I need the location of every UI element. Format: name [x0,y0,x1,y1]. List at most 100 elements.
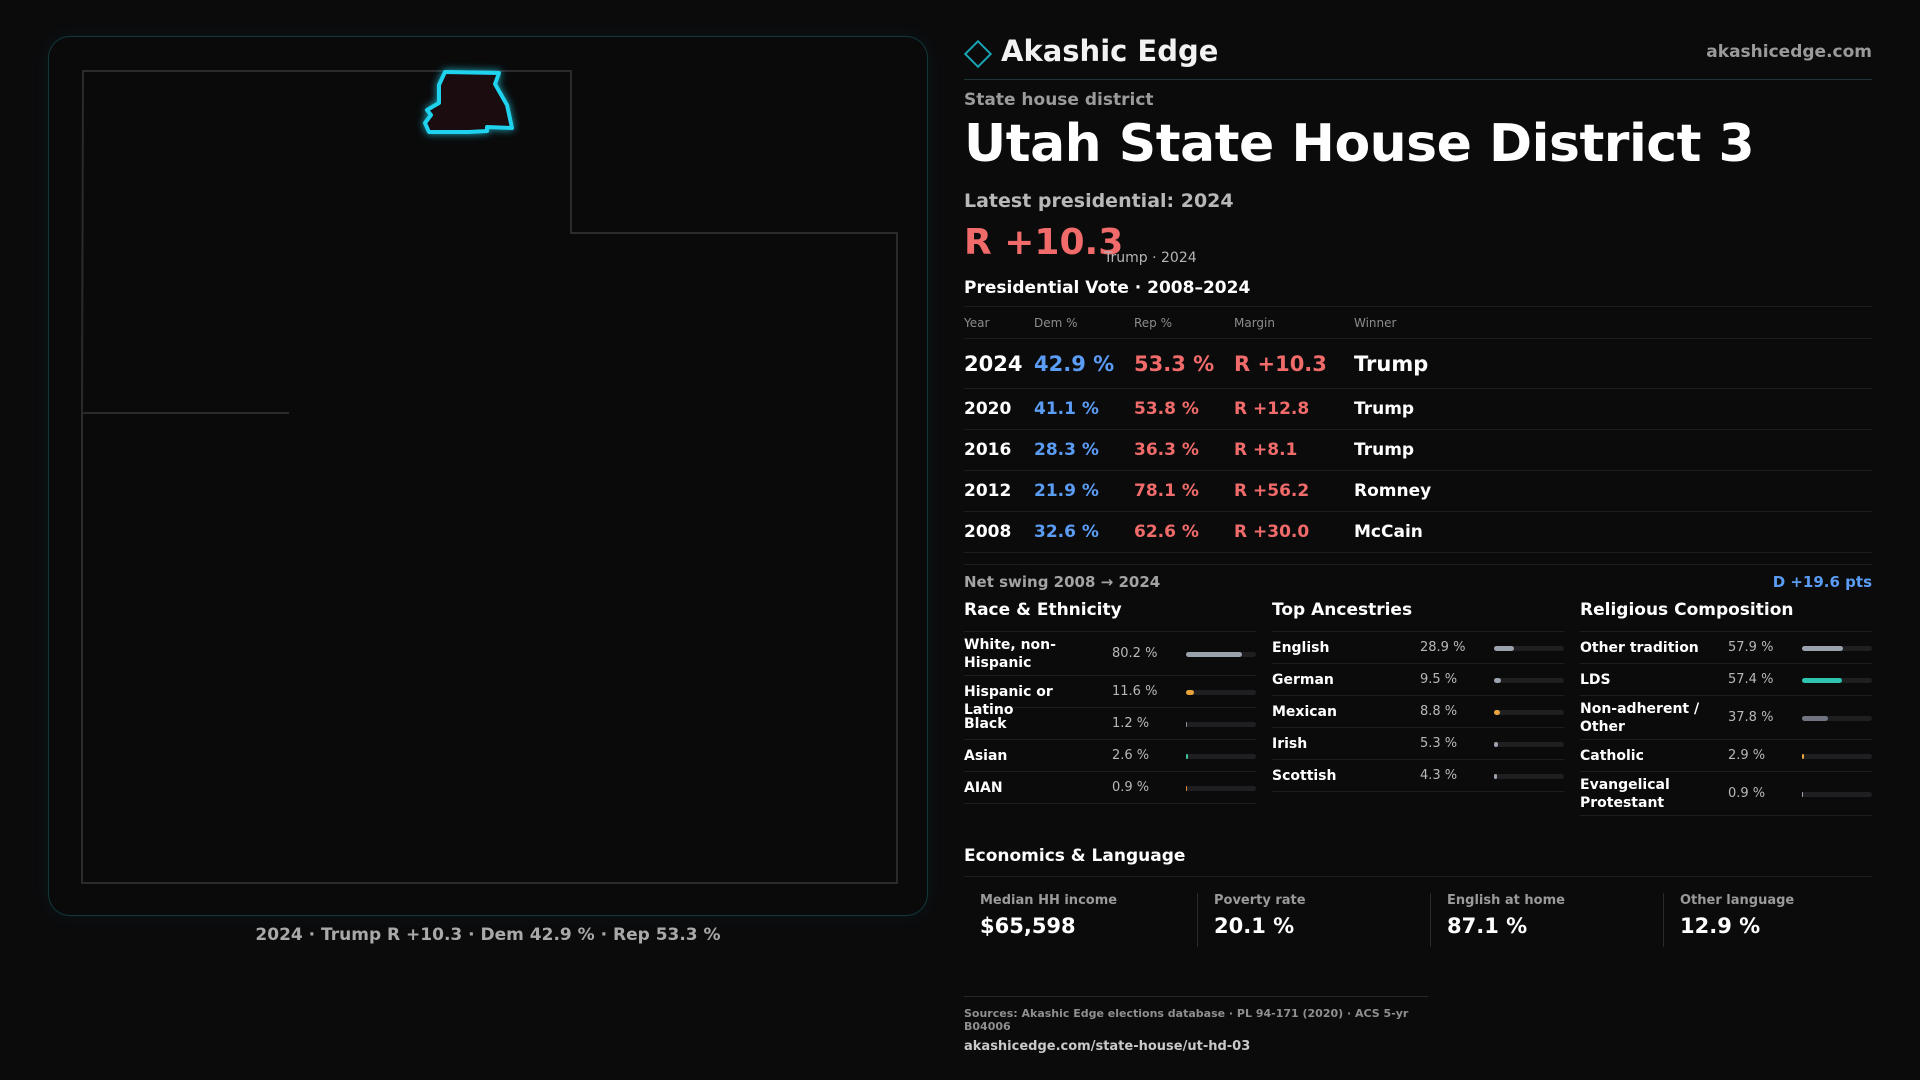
stat-label: English at home [1447,893,1565,908]
list-item: Non-adherent / Other 37.8 % [1580,696,1872,740]
item-label: English [1272,640,1330,656]
utah-state-outline-map [81,70,898,884]
net-swing-value: D +19.6 pts [1772,573,1872,591]
share-bar [1802,646,1872,651]
share-bar-fill [1802,792,1804,797]
list-item: Black 1.2 % [964,708,1256,740]
item-value: 80.2 % [1112,646,1158,661]
list-item: Mexican 8.8 % [1272,696,1564,728]
share-bar-fill [1494,678,1501,683]
item-value: 57.9 % [1728,640,1774,655]
share-bar-fill [1802,646,1843,651]
list-item: LDS 57.4 % [1580,664,1872,696]
col-margin-header: Margin [1234,306,1354,339]
state-outline [81,70,898,884]
table-row: 2012 21.9 % 78.1 % R +56.2 Romney [964,470,1872,512]
list-item: White, non-Hispanic 80.2 % [964,632,1256,676]
presidential-vote-title: Presidential Vote · 2008–2024 [964,278,1251,298]
brand-url-link[interactable]: akashicedge.com [1706,42,1872,62]
item-value: 8.8 % [1420,704,1458,719]
year-cell: 2008 [964,511,1034,553]
item-label: LDS [1580,672,1611,688]
rep-cell: 53.3 % [1134,338,1234,389]
religious-composition-section: Religious Composition Other tradition 57… [1580,600,1872,816]
share-bar-fill [1186,754,1188,759]
dem-cell: 42.9 % [1034,338,1134,389]
col-year-header: Year [964,306,1034,339]
latest-presidential-label: Latest presidential: 2024 [964,190,1234,212]
share-bar [1494,678,1564,683]
item-label: AIAN [964,780,1003,796]
share-bar [1494,710,1564,715]
item-label: Other tradition [1580,640,1699,656]
dem-cell: 32.6 % [1034,511,1134,553]
map-caption: 2024 · Trump R +10.3 · Dem 42.9 % · Rep … [255,925,721,945]
item-value: 4.3 % [1420,768,1458,783]
year-cell: 2016 [964,429,1034,471]
list-item: AIAN 0.9 % [964,772,1256,804]
list-item: Scottish 4.3 % [1272,760,1564,792]
item-value: 57.4 % [1728,672,1774,687]
rep-cell: 62.6 % [1134,511,1234,553]
share-bar-fill [1494,774,1497,779]
col-dem-header: Dem % [1034,306,1134,339]
item-value: 2.9 % [1728,748,1766,763]
stat-value: $65,598 [980,914,1076,938]
net-swing-row: Net swing 2008 → 2024 D +19.6 pts [964,564,1872,594]
winner-cell: Romney [1354,470,1872,512]
list-item: German 9.5 % [1272,664,1564,696]
share-bar [1494,646,1564,651]
item-label: German [1272,672,1334,688]
brand-bar: Akashic Edge akashicedge.com [963,30,1872,80]
item-value: 28.9 % [1420,640,1466,655]
dem-cell: 21.9 % [1034,470,1134,512]
net-swing-label: Net swing 2008 → 2024 [964,573,1161,591]
share-bar-fill [1186,722,1188,727]
stat-english-at-home: English at home 87.1 % [1430,893,1656,947]
source-url-link[interactable]: akashicedge.com/state-house/ut-hd-03 [964,1039,1251,1054]
list-item: English 28.9 % [1272,632,1564,664]
share-bar [1802,678,1872,683]
rep-cell: 53.8 % [1134,388,1234,430]
section-title: Top Ancestries [1272,600,1564,632]
stat-label: Median HH income [980,893,1118,908]
list-item: Asian 2.6 % [964,740,1256,772]
winner-cell: Trump [1354,388,1872,430]
headline-margin: R +10.3 [964,222,1124,263]
district-detail-panel: Akashic Edge akashicedge.com State house… [963,0,1872,1080]
dem-cell: 41.1 % [1034,388,1134,430]
item-label: Mexican [1272,704,1337,720]
table-row: 2024 42.9 % 53.3 % R +10.3 Trump [964,338,1872,389]
list-item: Hispanic or Latino 11.6 % [964,676,1256,718]
district-map-panel[interactable] [48,36,928,916]
brand-name: Akashic Edge [1001,34,1219,68]
stat-value: 20.1 % [1214,914,1295,938]
stat-poverty-rate: Poverty rate 20.1 % [1197,893,1423,947]
item-label: Irish [1272,736,1308,752]
col-winner-header: Winner [1354,306,1872,339]
year-cell: 2020 [964,388,1034,430]
item-label: Evangelical Protestant [1580,777,1670,811]
winner-cell: McCain [1354,511,1872,553]
margin-cell: R +8.1 [1234,429,1354,471]
share-bar [1802,792,1872,797]
race-ethnicity-section: Race & Ethnicity White, non-Hispanic 80.… [964,600,1256,804]
stat-label: Other language [1680,893,1795,908]
rep-cell: 78.1 % [1134,470,1234,512]
margin-cell: R +10.3 [1234,338,1354,389]
list-item: Irish 5.3 % [1272,728,1564,760]
col-rep-header: Rep % [1134,306,1234,339]
section-title: Race & Ethnicity [964,600,1256,632]
item-value: 1.2 % [1112,716,1150,731]
rep-cell: 36.3 % [1134,429,1234,471]
winner-cell: Trump [1354,429,1872,471]
share-bar-fill [1802,678,1843,683]
item-value: 0.9 % [1112,780,1150,795]
list-item: Other tradition 57.9 % [1580,632,1872,664]
share-bar-fill [1494,710,1501,715]
sources-text: Sources: Akashic Edge elections database… [964,1007,1409,1033]
margin-cell: R +12.8 [1234,388,1354,430]
list-item: Evangelical Protestant 0.9 % [1580,772,1872,816]
item-value: 11.6 % [1112,684,1158,699]
headline-margin-note: Trump · 2024 [1104,250,1197,266]
